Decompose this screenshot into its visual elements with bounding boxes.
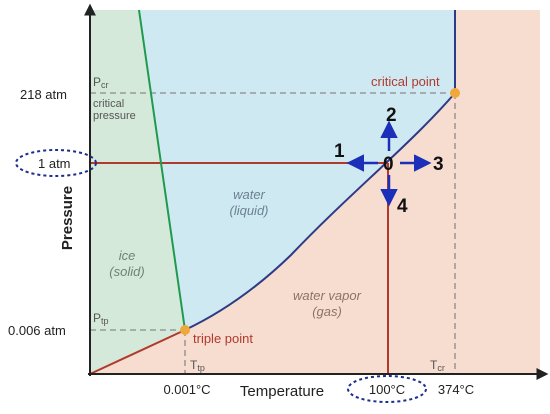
triple-point-marker <box>180 325 190 335</box>
arrow-right-label: 3 <box>433 154 444 175</box>
x-tick-critical: 374°C <box>438 382 474 397</box>
liquid-region-label-line1: water <box>233 187 265 202</box>
arrow-left-label: 1 <box>334 141 345 162</box>
liquid-region <box>139 10 455 330</box>
x-axis-label: Temperature <box>240 383 324 400</box>
x-tick-triple: 0.001°C <box>163 382 210 397</box>
y-tick-triple: 0.006 atm <box>8 323 66 338</box>
ttp-label: Ttp <box>190 358 205 373</box>
gas-region-label-line1: water vapor <box>293 288 362 303</box>
one-atm-highlight-ellipse <box>15 149 97 177</box>
x-tick-boil: 100°C <box>369 382 405 397</box>
y-tick-atm: 1 atm <box>38 156 71 171</box>
arrow-up-label: 2 <box>386 105 397 126</box>
critical-point-label: critical point <box>371 74 440 89</box>
ptp-label: Ptp <box>93 311 109 326</box>
melting-line <box>138 9 186 331</box>
vaporization-curve <box>184 92 456 331</box>
pcr-label: Pcr <box>93 75 109 90</box>
solid-region <box>90 10 185 374</box>
sublimation-line <box>89 329 186 375</box>
triple-point-label: triple point <box>193 331 253 346</box>
critical-point-marker <box>450 88 460 98</box>
y-tick-critical: 218 atm <box>20 87 67 102</box>
arrow-origin-label: 0 <box>383 154 394 175</box>
tcr-label: Tcr <box>430 358 445 373</box>
solid-region-label-line2: (solid) <box>109 264 144 279</box>
boiling-temperature-highlight-ellipse <box>347 375 427 403</box>
y-axis-label: Pressure <box>59 186 76 250</box>
liquid-region-label-line2: (liquid) <box>229 203 268 218</box>
solid-region-label-line1: ice <box>119 248 136 263</box>
arrow-down-label: 4 <box>397 196 408 217</box>
gas-region-label-line2: (gas) <box>312 304 342 319</box>
critical-pressure-label-line1: critical <box>93 98 124 110</box>
critical-pressure-label-line2: pressure <box>93 110 136 122</box>
